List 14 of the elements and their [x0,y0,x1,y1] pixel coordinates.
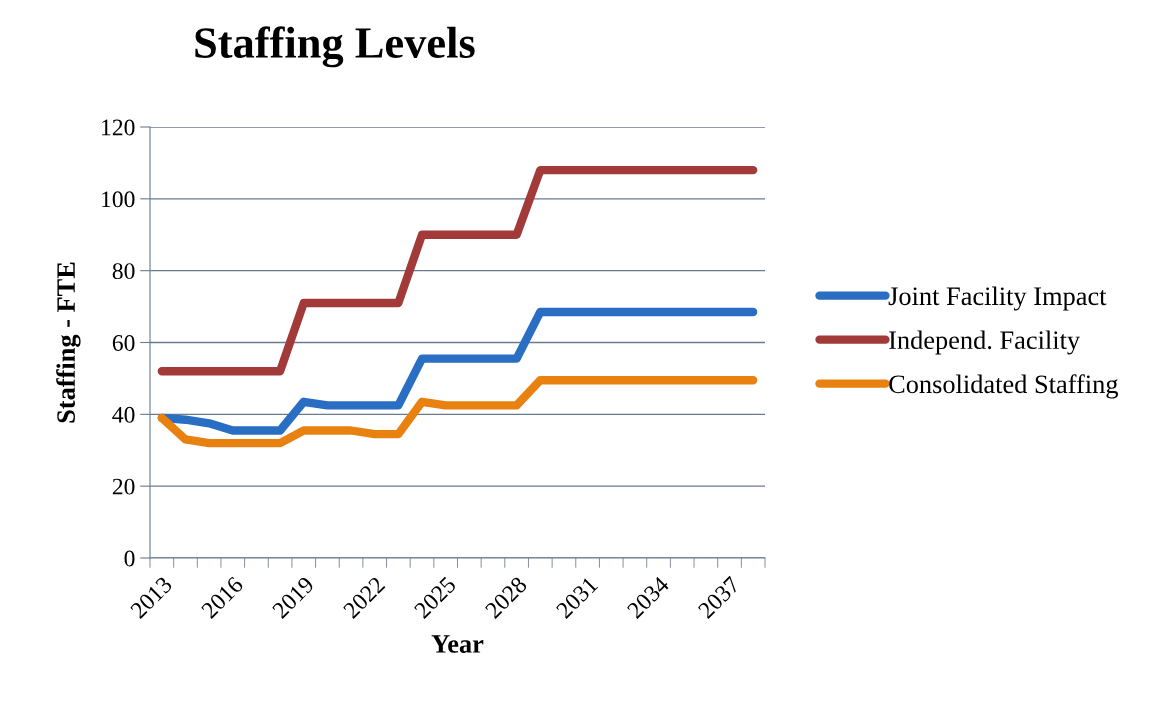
y-axis-title: Staffing - FTE [56,262,81,423]
legend-label: Joint Facility Impact [888,286,1107,311]
y-tick-label: 100 [102,191,135,208]
legend-label: Independ. Facility [889,330,1081,355]
chart-title: Staffing Levels [195,26,475,68]
y-tick-label: 60 [112,334,135,351]
x-tick-label: 2031 [555,576,599,620]
y-tick-label: 120 [102,119,135,136]
x-axis-title: Year [431,635,484,653]
y-tick-label: 0 [124,550,135,567]
legend-label: Consolidated Staffing [889,374,1119,399]
y-tick-label: 20 [112,478,135,495]
y-tick-label: 40 [112,406,135,423]
y-tick-label: 80 [112,263,135,280]
